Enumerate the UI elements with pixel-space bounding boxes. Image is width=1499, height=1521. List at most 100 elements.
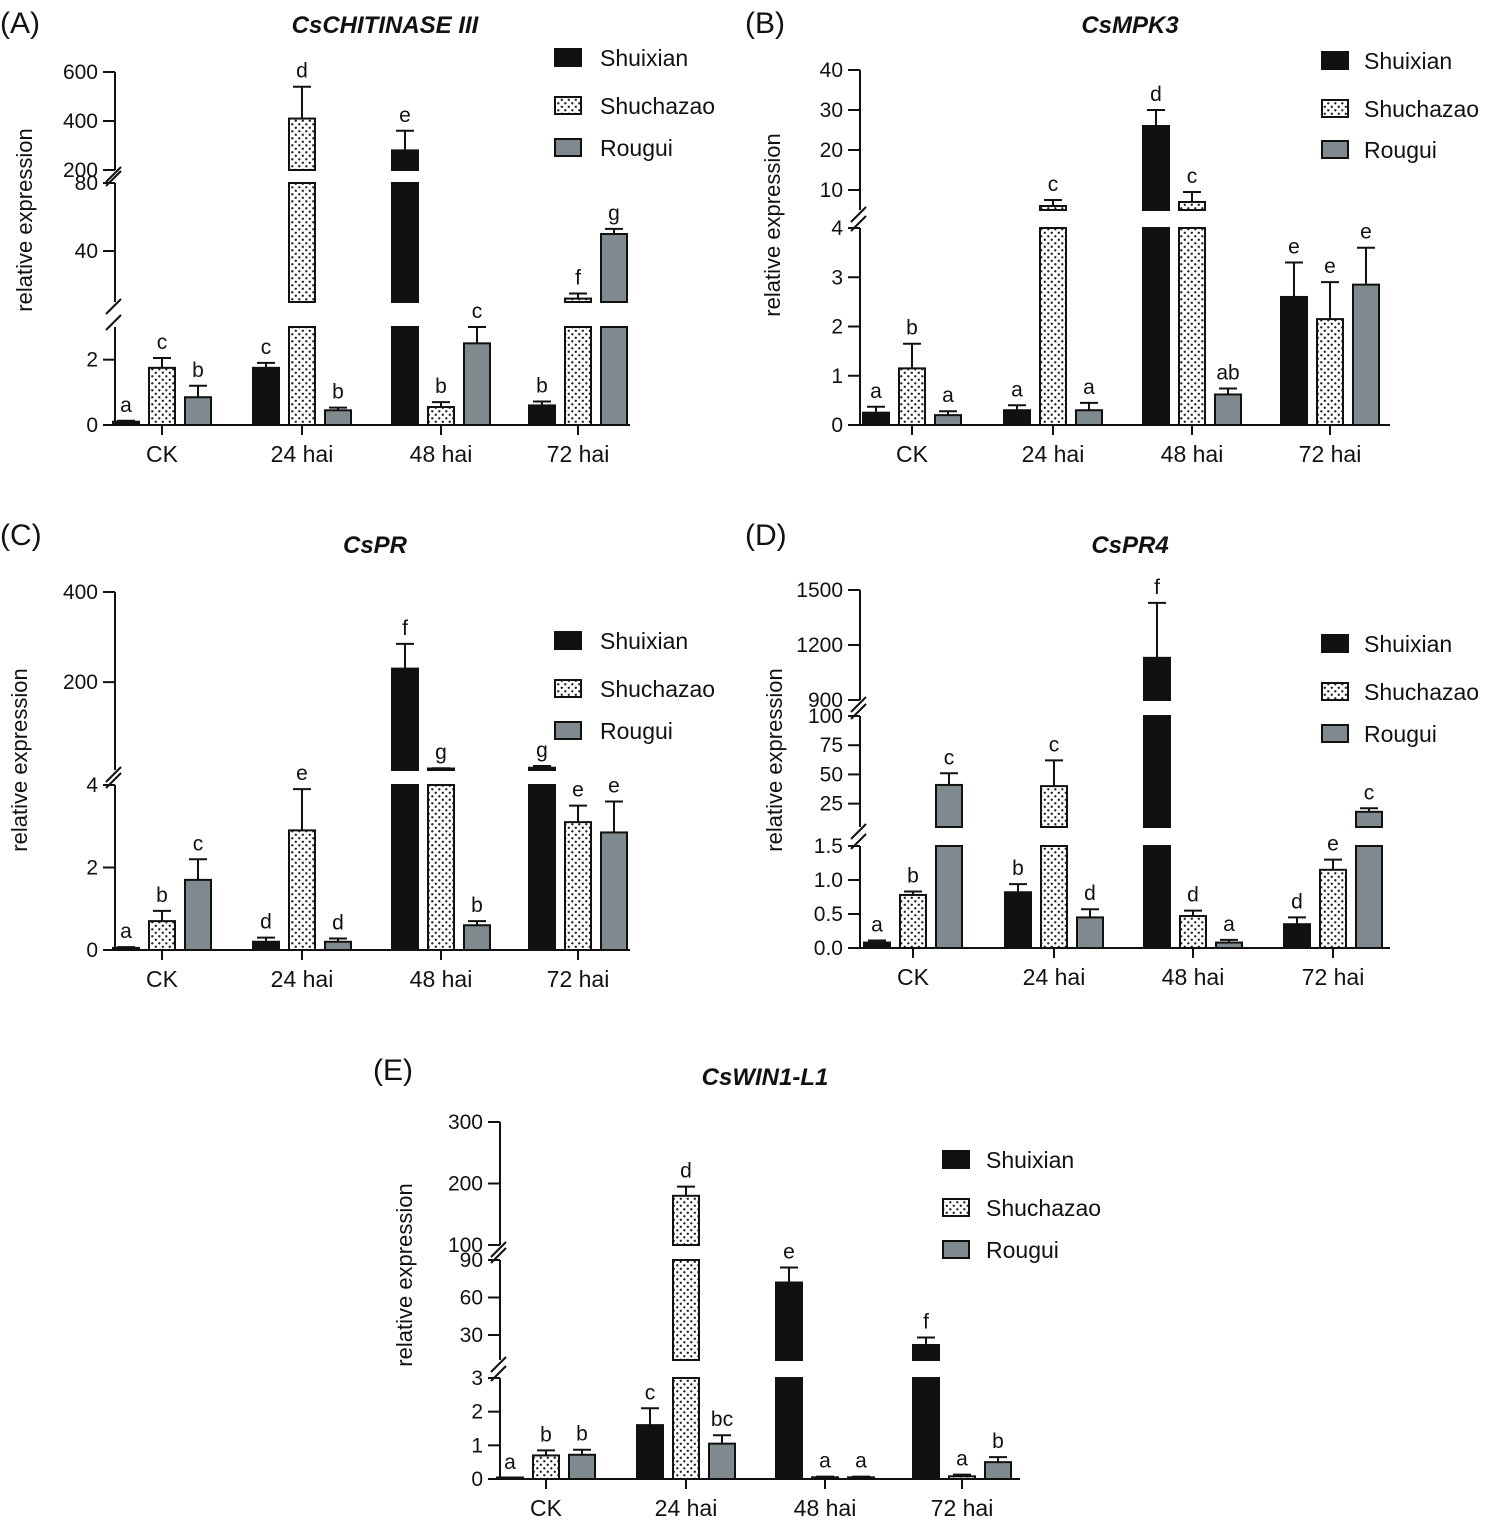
y-tick-label: 40 [820, 59, 843, 82]
significance-letter: c [157, 331, 168, 354]
panel-e: (E) CsWIN1-L1 relative expression 0 1 2 3 30 60 9… [373, 1054, 1101, 1521]
bar-shuixian [1003, 409, 1031, 427]
significance-letter: c [1187, 165, 1198, 188]
y-tick-label: 30 [820, 99, 843, 122]
bar-rougui [1075, 409, 1103, 427]
panel-label: (D) [745, 519, 787, 552]
legend: Shuixian Shuchazao Rougui [1321, 48, 1479, 163]
significance-letter: g [435, 741, 447, 764]
significance-letter: f [402, 617, 408, 640]
axis-break-mark [105, 772, 122, 789]
legend-label-shuchazao: Shuchazao [986, 1195, 1101, 1221]
significance-letter: a [120, 394, 132, 417]
x-tick-label: 72 hai [547, 966, 610, 992]
bar-shuchazao [672, 1194, 700, 1247]
bar-rougui [184, 878, 212, 951]
panel-label: (A) [0, 7, 40, 40]
legend-label-shuixian: Shuixian [1364, 631, 1452, 657]
y-tick-label: 1200 [796, 634, 843, 657]
y-tick-label: 0.5 [814, 903, 843, 926]
legend-swatch-shuixian [554, 631, 582, 650]
y-tick-label: 2 [471, 1401, 483, 1424]
significance-letter: e [783, 1241, 795, 1264]
panel-c: (C) CsPR relative expression 0 2 4 200 400 CK a b c… [0, 519, 715, 992]
x-tick-label: 24 hai [271, 441, 334, 467]
legend-swatch-rougui [1321, 724, 1349, 743]
significance-letter: a [871, 914, 883, 937]
x-tick-label: CK [530, 1495, 563, 1521]
y-tick-label: 200 [63, 671, 98, 694]
significance-letter: b [156, 884, 168, 907]
legend-swatch-shuixian [942, 1150, 970, 1169]
bar-shuixian [391, 667, 419, 772]
x-tick-label: 72 hai [931, 1495, 994, 1521]
axis-break-mark [850, 696, 867, 713]
significance-letter: c [1364, 781, 1375, 804]
bar-shuixian [912, 1344, 940, 1361]
significance-letter: a [819, 1450, 831, 1473]
axis-break-mark [105, 314, 122, 331]
bar-rougui [1355, 810, 1383, 829]
bar-shuixian [252, 940, 280, 951]
legend-swatch-rougui [1321, 140, 1349, 159]
significance-letter: c [193, 832, 204, 855]
axis-break-mark [490, 1356, 507, 1373]
x-tick-label: 48 hai [1162, 964, 1225, 990]
y-tick-label: 2 [86, 857, 98, 880]
y-tick-label: 400 [63, 581, 98, 604]
bar-rougui [600, 831, 628, 951]
significance-letter: e [572, 779, 584, 802]
bar-shuixian [1143, 845, 1171, 949]
bar-shuixian [528, 766, 556, 771]
y-tick-label: 0 [831, 414, 843, 437]
x-tick-label: 72 hai [1299, 441, 1362, 467]
x-tick-label: 24 hai [1023, 964, 1086, 990]
bar-shuchazao [948, 1475, 976, 1480]
axis-break-mark [850, 206, 867, 223]
x-tick-label: 24 hai [655, 1495, 718, 1521]
bar-shuixian [1280, 295, 1308, 427]
bar-shuixian [636, 1424, 664, 1480]
significance-letter: a [855, 1450, 867, 1473]
significance-letter: f [575, 267, 581, 290]
bar-rougui [1214, 393, 1242, 426]
legend-swatch-rougui [554, 138, 582, 157]
x-tick-label: 48 hai [794, 1495, 857, 1521]
bar-shuchazao [427, 406, 455, 426]
y-tick-label: 200 [63, 159, 98, 182]
legend-label-shuchazao: Shuchazao [1364, 96, 1479, 122]
bar-rougui [463, 924, 491, 951]
panel-label: (C) [0, 519, 42, 552]
legend: Shuixian Shuchazao Rougui [942, 1147, 1101, 1263]
x-tick-label: 48 hai [410, 966, 473, 992]
significance-letter: b [992, 1430, 1004, 1453]
axis-break-mark [850, 215, 867, 232]
significance-letter: g [536, 739, 548, 762]
y-tick-label: 75 [820, 734, 843, 757]
legend-label-shuixian: Shuixian [986, 1147, 1074, 1173]
axis-break-mark [105, 166, 122, 183]
panel-d: (D) CsPR4 relative expression 0.0 0.5 1.0 1.5 2… [745, 519, 1479, 990]
legend-swatch-shuixian [1321, 634, 1349, 653]
significance-letter: e [608, 775, 620, 798]
significance-letter: b [435, 375, 447, 398]
bar-rougui [984, 1461, 1012, 1480]
bar-shuixian [1142, 227, 1170, 426]
bar-shuixian [775, 1377, 803, 1480]
bar-rougui [1355, 845, 1383, 949]
bar-shuixian [775, 1281, 803, 1361]
legend-swatch-shuixian [554, 48, 582, 67]
chart-title: CsWIN1-L1 [702, 1064, 829, 1091]
bar-rougui [1352, 283, 1380, 427]
legend: Shuixian Shuchazao Rougui [554, 628, 715, 744]
x-tick-label: 24 hai [271, 966, 334, 992]
bar-rougui [324, 940, 352, 951]
bar-shuchazao [672, 1259, 700, 1361]
x-tick-label: 24 hai [1022, 441, 1085, 467]
significance-letter: f [923, 1311, 929, 1334]
panel-label: (B) [745, 7, 785, 40]
significance-letter: bc [711, 1408, 733, 1431]
bar-shuixian [1143, 715, 1171, 828]
bar-shuixian [391, 784, 419, 951]
significance-letter: c [1049, 733, 1060, 756]
